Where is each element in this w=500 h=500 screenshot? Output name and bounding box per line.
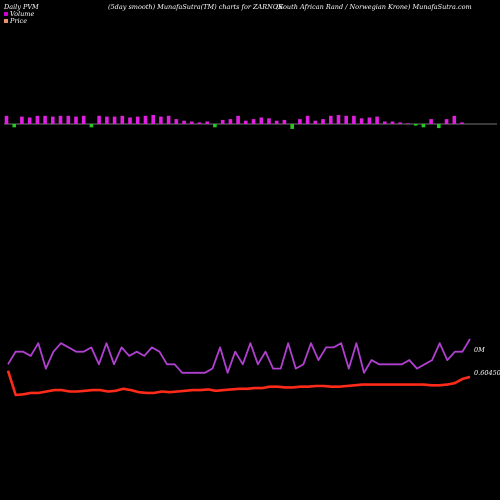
volume-bar-up <box>220 119 225 124</box>
chart-header-title: (5day smooth) MunafaSutra(TM) charts for… <box>108 3 284 11</box>
volume-bar-up <box>66 115 71 124</box>
legend-price-label: Price <box>10 17 28 25</box>
volume-bar-up <box>259 117 264 124</box>
volume-bar-up <box>336 115 341 124</box>
volume-bar-up <box>321 119 325 124</box>
volume-bar-up <box>143 115 148 124</box>
volume-bar-up <box>190 121 194 124</box>
volume-bar-up <box>228 119 233 124</box>
volume-bar-up <box>4 115 9 124</box>
volume-bar-up <box>429 119 433 124</box>
price-line <box>6 370 471 397</box>
volume-bar-up <box>35 115 40 124</box>
volume-axis-label: 0M <box>474 346 485 354</box>
volume-bar-up <box>375 116 379 124</box>
volume-bar-up <box>352 115 356 124</box>
line-series <box>6 338 471 397</box>
volume-bar-up <box>159 116 163 124</box>
volume-bar-up <box>244 120 248 124</box>
volume-bar-down <box>213 124 217 128</box>
volume-bar-up <box>51 116 55 124</box>
volume-bar-up <box>205 121 209 124</box>
volume-bar-up <box>251 119 256 124</box>
volume-bar-up <box>313 120 318 124</box>
legend-volume: Volume <box>4 10 34 18</box>
volume-bar-up <box>81 115 86 124</box>
volume-bar-up <box>236 115 240 124</box>
volume-bar-up <box>197 122 202 124</box>
volume-bar-up <box>359 118 364 124</box>
volume-bar-up <box>27 117 32 124</box>
volume-bar-up <box>305 115 310 124</box>
volume-bar-down <box>437 124 441 129</box>
volume-bar-up <box>43 115 47 124</box>
volume-bar-down <box>89 124 94 128</box>
volume-bar-up <box>406 123 410 124</box>
volume-bar-down <box>290 124 294 129</box>
volume-bar-up <box>182 120 186 124</box>
volume-bar-up <box>20 116 24 124</box>
volume-bar-up <box>267 118 271 124</box>
volume-bar-up <box>344 115 348 124</box>
volume-bar-up <box>112 116 117 124</box>
volume-bar-down <box>413 124 418 126</box>
volume-bar-up <box>58 115 63 124</box>
volume-bar-up <box>390 121 395 124</box>
volume-bar-up <box>329 115 333 124</box>
volume-bar-up <box>135 116 140 124</box>
volume-bar-up <box>151 115 155 124</box>
volume-bar-up <box>74 116 78 124</box>
volume-bar-up <box>444 119 449 124</box>
volume-bar-up <box>120 115 125 124</box>
volume-bar-up <box>166 115 171 124</box>
volume-bar-up <box>274 120 279 124</box>
volume-bar-up <box>128 117 132 124</box>
volume-bar-up <box>383 121 387 124</box>
legend-volume-label: Volume <box>10 10 35 18</box>
price-axis-label: 0.60450 <box>474 369 500 377</box>
volume-bar-down <box>421 124 426 128</box>
volume-bar-down <box>12 124 16 128</box>
legend-volume-swatch <box>4 12 8 16</box>
chart-header-left: Daily PVM <box>4 3 39 11</box>
volume-bar-up <box>398 122 402 124</box>
pvm-line <box>7 338 471 374</box>
legend-price: Price <box>4 17 27 25</box>
volume-bar-up <box>452 115 457 124</box>
volume-bar-up <box>105 116 109 124</box>
volume-bar-up <box>97 115 101 124</box>
volume-bar-up <box>282 119 287 124</box>
volume-bar-up <box>460 122 464 124</box>
legend-price-swatch <box>4 19 8 23</box>
volume-bar-up <box>367 117 372 124</box>
chart-header-right: (South African Rand / Norwegian Krone) M… <box>276 3 472 11</box>
volume-bar-up <box>298 119 302 124</box>
volume-bar-up <box>174 119 179 124</box>
volume-series <box>4 115 497 129</box>
